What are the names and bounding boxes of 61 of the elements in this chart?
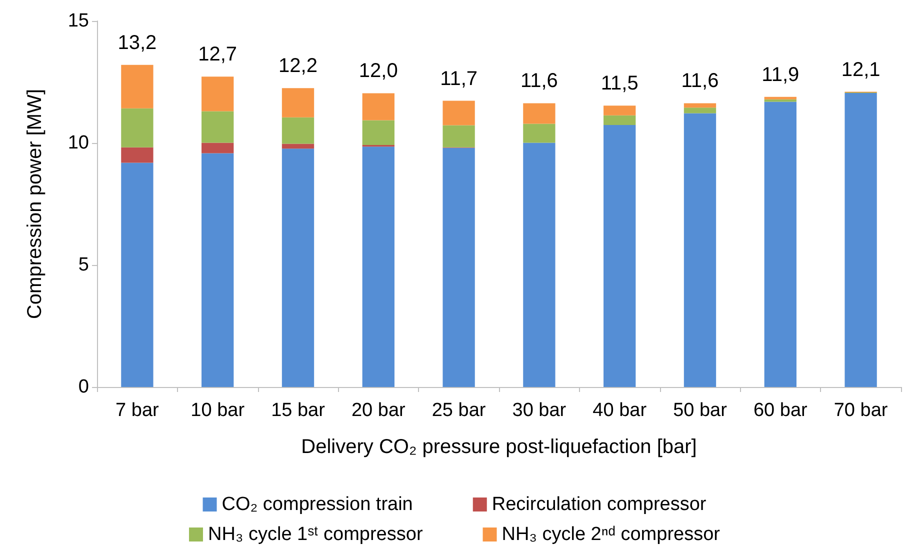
bar bbox=[442, 125, 475, 148]
x-tick-label: 15 bar bbox=[271, 400, 326, 421]
bar bbox=[844, 92, 877, 387]
y-tick-label: 15 bbox=[68, 10, 89, 32]
legend-label: Recirculation compressor bbox=[492, 494, 707, 515]
x-axis-title: Delivery CO₂ pressure post-liquefaction [bar] bbox=[301, 436, 697, 458]
x-tick-label: 40 bar bbox=[592, 400, 648, 421]
x-tick-label: 60 bar bbox=[753, 400, 808, 421]
y-axis-title: Compression power [MW] bbox=[24, 88, 46, 320]
total-label: 11,6 bbox=[681, 70, 719, 92]
bar bbox=[282, 117, 314, 144]
bar bbox=[523, 142, 556, 387]
x-tick-label: 20 bar bbox=[351, 400, 406, 421]
bar bbox=[442, 148, 475, 387]
bar bbox=[764, 99, 796, 102]
bar bbox=[604, 106, 636, 116]
total-label: 11,5 bbox=[600, 72, 638, 95]
total-label: 11,9 bbox=[762, 64, 800, 86]
bar bbox=[523, 124, 556, 143]
bar bbox=[121, 64, 154, 108]
bar bbox=[362, 120, 394, 145]
bar bbox=[282, 144, 314, 149]
bar bbox=[764, 102, 796, 387]
legend-label: NH₃ cycle 2ⁿᵈ compressor bbox=[502, 524, 721, 545]
total-label: 12,1 bbox=[841, 58, 880, 81]
bar bbox=[764, 96, 796, 100]
bar bbox=[202, 76, 234, 112]
total-label: 11,7 bbox=[440, 68, 478, 90]
total-label: 12,7 bbox=[198, 44, 238, 66]
x-tick-label: 70 bar bbox=[834, 400, 888, 421]
bar bbox=[523, 103, 556, 124]
bar bbox=[121, 108, 154, 148]
bar bbox=[202, 153, 234, 387]
total-label: 12,0 bbox=[358, 60, 398, 82]
bar bbox=[362, 146, 394, 387]
bar bbox=[202, 142, 234, 154]
x-tick-label: 10 bar bbox=[190, 400, 246, 421]
bar bbox=[442, 100, 475, 126]
bar bbox=[282, 88, 314, 118]
total-label: 12,2 bbox=[278, 55, 318, 78]
bar bbox=[362, 93, 394, 120]
bar bbox=[202, 111, 234, 143]
y-tick-label: 5 bbox=[78, 254, 89, 276]
x-tick-label: 30 bar bbox=[512, 400, 567, 421]
bar bbox=[684, 103, 716, 108]
legend-label: NH₃ cycle 1ˢᵗ compressor bbox=[208, 524, 424, 545]
total-label: 11,6 bbox=[520, 70, 558, 92]
y-tick-label: 0 bbox=[78, 376, 89, 398]
bar bbox=[282, 148, 314, 387]
legend-label: CO₂ compression train bbox=[222, 494, 413, 515]
x-tick-label: 50 bar bbox=[673, 400, 728, 421]
x-tick-label: 7 bar bbox=[116, 400, 160, 421]
y-tick-label: 10 bbox=[68, 132, 89, 154]
bar bbox=[604, 124, 636, 387]
bar bbox=[604, 115, 636, 125]
total-label: 13,2 bbox=[118, 32, 157, 54]
bar bbox=[121, 147, 154, 163]
bar bbox=[684, 113, 716, 387]
bar bbox=[121, 162, 154, 387]
x-tick-label: 25 bar bbox=[432, 400, 486, 421]
bar bbox=[684, 108, 716, 114]
